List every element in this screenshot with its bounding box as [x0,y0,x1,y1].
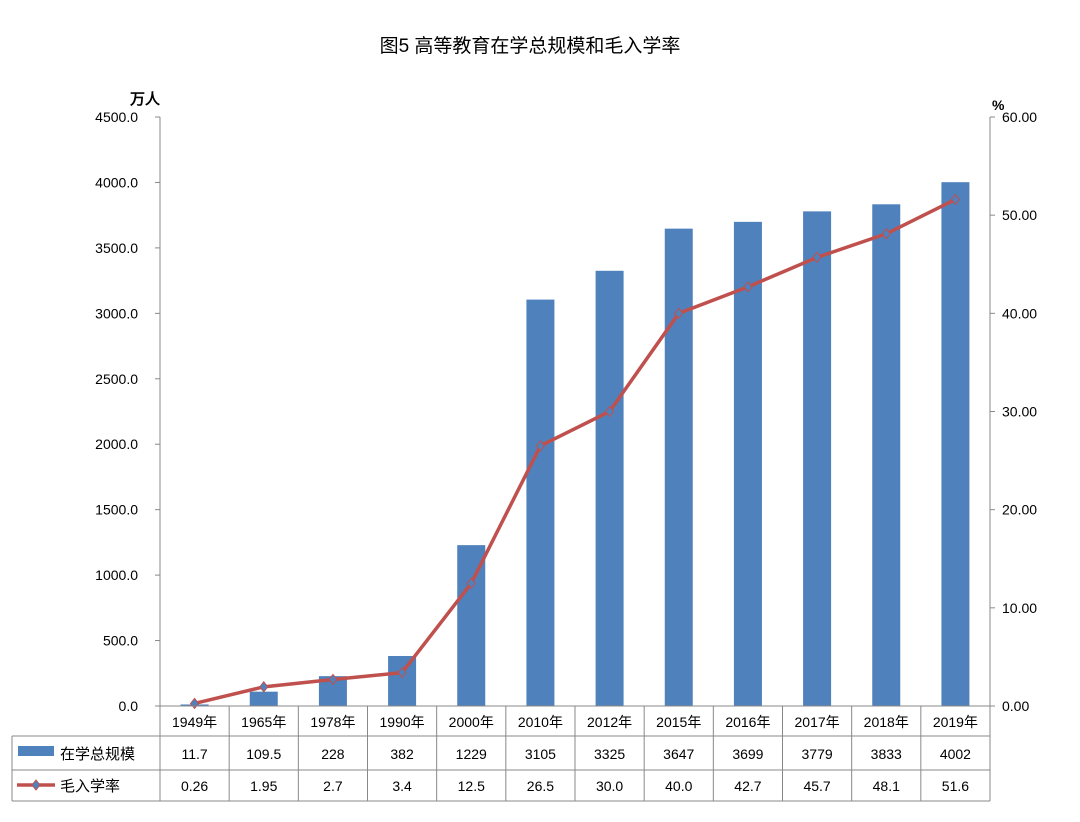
legend-label: 在学总规模 [60,746,135,763]
category-label: 1990年 [380,714,425,730]
category-label: 2019年 [933,714,978,730]
right-axis-unit: % [992,97,1005,113]
rate-marker [674,307,684,320]
right-tick-label: 10.00 [1002,600,1037,616]
rate-marker [397,666,407,679]
rate-marker [466,577,476,590]
data-label: 12.5 [458,778,485,794]
data-label: 48.1 [873,778,900,794]
rate-marker [259,681,269,693]
left-tick-label: 1000.0 [95,567,138,583]
category-label: 2015年 [656,714,701,730]
right-tick-label: 60.00 [1002,109,1037,125]
data-label: 40.0 [665,778,692,794]
category-label: 2016年 [725,714,770,730]
rate-marker [604,405,615,418]
legend-label: 毛入学率 [60,778,120,795]
data-label: 382 [390,746,414,762]
data-label: 3833 [871,746,902,762]
rate-marker [881,228,891,240]
category-label: 1965年 [241,714,286,730]
data-label: 30.0 [596,778,623,794]
right-tick-label: 30.00 [1002,404,1037,420]
category-label: 2000年 [449,714,494,730]
data-label: 3779 [802,746,833,762]
rate-marker [812,251,822,264]
category-label: 1949年 [172,714,217,730]
rate-marker [535,440,546,452]
left-tick-label: 1500.0 [95,502,138,518]
rate-line [194,197,957,706]
data-label: 3105 [525,746,556,762]
bar [733,221,762,707]
data-label: 1229 [456,746,487,762]
data-label: 51.6 [942,778,969,794]
rate-marker [189,697,200,710]
chart-title: 图5 高等教育在学总规模和毛入学率 [380,35,681,57]
data-label: 11.7 [181,746,207,762]
category-label: 1978年 [310,714,355,730]
left-tick-label: 2500.0 [95,371,138,387]
right-tick-label: 50.00 [1002,207,1037,223]
data-label: 0.26 [181,778,208,794]
left-tick-label: 3500.0 [95,240,138,256]
category-label: 2012年 [587,714,632,730]
category-label: 2018年 [864,714,909,730]
data-label: 3699 [732,746,763,762]
data-label: 2.7 [323,778,343,794]
data-label: 42.7 [734,778,761,794]
left-axis-unit: 万人 [129,91,161,108]
bar [457,545,486,706]
left-tick-label: 4500.0 [95,109,138,125]
bar [249,691,278,706]
data-label: 3647 [663,746,694,762]
data-label: 228 [321,746,345,762]
left-tick-label: 4000.0 [95,174,138,190]
data-label: 1.95 [250,778,277,794]
data-label: 3325 [594,746,625,762]
right-tick-label: 20.00 [1002,502,1037,518]
legend-bar-swatch [18,746,54,756]
rate-marker [328,673,338,686]
rate-marker [743,281,753,293]
data-label: 26.5 [527,778,554,794]
category-label: 2017年 [795,714,840,730]
left-tick-label: 500.0 [103,633,138,649]
left-tick-label: 0.0 [119,698,139,714]
bar [941,182,970,706]
data-label: 45.7 [803,778,830,794]
right-tick-label: 0.00 [1002,698,1029,714]
right-tick-label: 40.00 [1002,305,1037,321]
left-tick-label: 3000.0 [95,305,138,321]
bar [526,299,555,706]
legend-marker-swatch [31,779,41,791]
category-label: 2010年 [518,714,563,730]
data-label: 4002 [940,746,971,762]
data-label: 109.5 [246,746,281,762]
rate-marker [950,193,961,206]
bar [872,204,901,706]
left-tick-label: 2000.0 [95,436,138,452]
data-label: 3.4 [392,778,412,794]
bar [803,211,832,706]
bar [664,228,693,706]
bar [388,656,417,706]
bar [595,270,624,706]
